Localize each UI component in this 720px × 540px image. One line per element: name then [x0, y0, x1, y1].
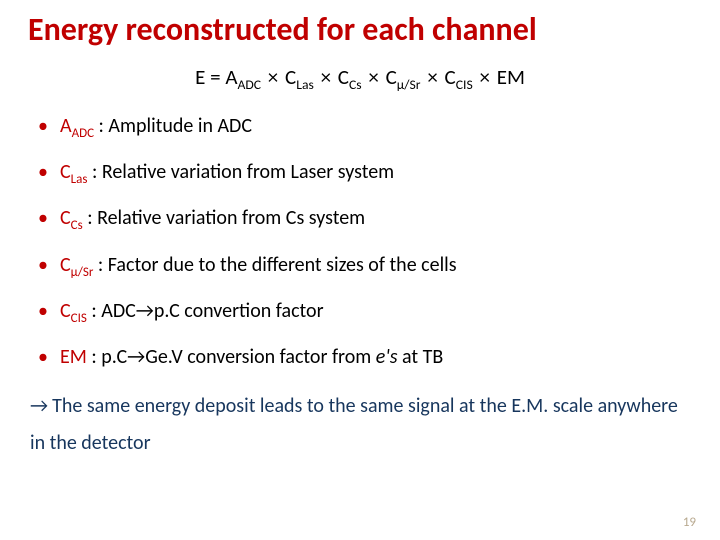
term-desc: : Relative variation from Laser system: [87, 160, 394, 184]
eq-term-5: EM: [497, 64, 525, 90]
slide-title: Energy reconstructed for each channel: [28, 12, 692, 47]
term: AADC: [60, 114, 94, 138]
page-number: 19: [683, 515, 696, 530]
conclusion-text: The same energy deposit leads to the sam…: [30, 394, 678, 455]
term-desc: : Amplitude in ADC: [94, 114, 252, 138]
definitions-list: AADC : Amplitude in ADC CLas : Relative …: [38, 114, 692, 370]
list-item: AADC : Amplitude in ADC: [38, 114, 692, 142]
eq-term-2: CCs: [338, 64, 362, 90]
eq-term-4: CCIS: [445, 64, 473, 90]
eq-term-0: AADC: [225, 64, 261, 90]
list-item: CCIS : ADC→p.C convertion factor: [38, 299, 692, 327]
eq-mult: ×: [425, 64, 439, 90]
term-desc: : p.C→Ge.V conversion factor from e's at…: [87, 345, 443, 369]
conclusion: →The same energy deposit leads to the sa…: [30, 388, 692, 462]
term: EM: [60, 345, 87, 369]
slide: Energy reconstructed for each channel E …: [0, 0, 720, 540]
eq-mult: ×: [266, 64, 280, 90]
term-desc: : Factor due to the different sizes of t…: [93, 253, 456, 277]
list-item: EM : p.C→Ge.V conversion factor from e's…: [38, 345, 692, 370]
list-item: CLas : Relative variation from Laser sys…: [38, 160, 692, 188]
energy-equation: E = AADC × CLas × CCs × Cμ/Sr × CCIS × E…: [28, 65, 692, 94]
eq-mult: ×: [319, 64, 333, 90]
term: CLas: [60, 160, 87, 184]
eq-lhs: E: [195, 64, 205, 90]
list-item: CCs : Relative variation from Cs system: [38, 206, 692, 234]
eq-term-1: CLas: [285, 64, 314, 90]
eq-term-3: Cμ/Sr: [386, 64, 421, 90]
term-desc: : Relative variation from Cs system: [83, 206, 365, 230]
list-item: Cμ/Sr : Factor due to the different size…: [38, 253, 692, 281]
term: CCs: [60, 206, 83, 230]
eq-mult: ×: [477, 64, 491, 90]
term: Cμ/Sr: [60, 253, 93, 277]
arrow-icon: →: [30, 394, 52, 418]
eq-mult: ×: [366, 64, 380, 90]
term-desc: : ADC→p.C convertion factor: [87, 299, 324, 323]
eq-equals: =: [210, 64, 225, 90]
term: CCIS: [60, 299, 87, 323]
